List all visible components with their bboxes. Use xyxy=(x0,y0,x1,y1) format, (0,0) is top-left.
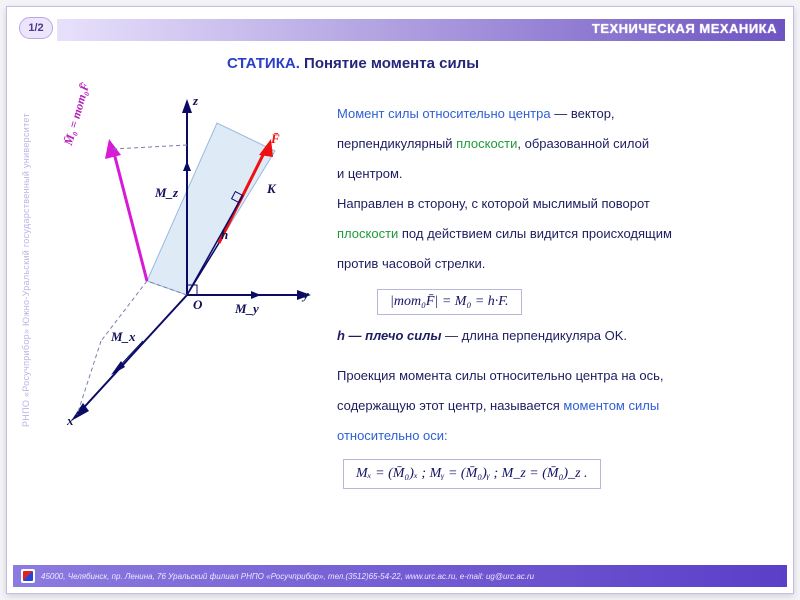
axis-x-label: x xyxy=(67,413,74,429)
text: содержащую этот центр, называется xyxy=(337,398,563,413)
text: , образованной силой xyxy=(517,136,649,151)
page-indicator: 1/2 xyxy=(19,17,53,39)
header-title: ТЕХНИЧЕСКАЯ МЕХАНИКА xyxy=(592,21,777,36)
para-6: против часовой стрелки. xyxy=(337,251,769,277)
text: под действием силы видится происходящим xyxy=(398,226,672,241)
para-1: Момент силы относительно центра — вектор… xyxy=(337,101,769,127)
h-term: h — плечо силы xyxy=(337,328,441,343)
moment-diagram: z y x O F̄ M̄₀ = mom₀F̄ K h M_z M_y M_x xyxy=(47,85,327,435)
axis-z-label: z xyxy=(193,93,198,109)
term-moment: Момент силы относительно центра xyxy=(337,106,551,121)
para-5: плоскости под действием силы видится про… xyxy=(337,221,769,247)
term-plane-2: плоскости xyxy=(337,226,398,241)
point-k-label: K xyxy=(267,181,276,197)
mz-label: M_z xyxy=(155,185,178,201)
footer-logo-icon xyxy=(21,569,35,583)
para-3: и центром. xyxy=(337,161,769,187)
vector-f-label: F̄ xyxy=(271,131,280,147)
projection-line2: содержащую этот центр, называется момент… xyxy=(337,393,769,419)
footer-bar: 45000, Челябинск, пр. Ленина, 76 Уральск… xyxy=(13,565,787,587)
diagram-svg xyxy=(47,85,327,435)
axis-y-label: y xyxy=(303,287,309,303)
text: — длина перпендикуляра OK. xyxy=(441,328,627,343)
origin-label: O xyxy=(193,297,202,313)
my-label: M_y xyxy=(235,301,259,317)
formula-moment-magnitude: |mom₀F̄| = M₀ = h·F. xyxy=(377,289,522,315)
page-subtitle: СТАТИКА. Понятие момента силы xyxy=(227,55,479,72)
para-4: Направлен в сторону, с которой мыслимый … xyxy=(337,191,769,217)
para-2: перпендикулярный плоскости, образованной… xyxy=(337,131,769,157)
projection-line3: относительно оси: xyxy=(337,423,769,449)
footer-text: 45000, Челябинск, пр. Ленина, 76 Уральск… xyxy=(41,572,534,581)
text: — вектор, xyxy=(551,106,615,121)
subtitle-statics: СТАТИКА. xyxy=(227,55,300,72)
h-label: h xyxy=(221,227,228,243)
term-plane: плоскости xyxy=(456,136,517,151)
sidebar-credit: РНПО «Росучприбор» Южно-Уральский госуда… xyxy=(21,113,31,427)
content-region: Момент силы относительно центра — вектор… xyxy=(337,101,769,489)
term-axis-rel: относительно оси: xyxy=(337,428,448,443)
slide: 1/2 ТЕХНИЧЕСКАЯ МЕХАНИКА СТАТИКА. Поняти… xyxy=(6,6,794,594)
term-moment-axis: моментом силы xyxy=(563,398,659,413)
text: перпендикулярный xyxy=(337,136,456,151)
mx-label: M_x xyxy=(111,329,136,345)
formula-projections: Mₓ = (M̄₀)ₓ ; Mᵧ = (M̄₀)ᵧ ; M_z = (M̄₀)_… xyxy=(343,459,601,489)
projection-line1: Проекция момента силы относительно центр… xyxy=(337,363,769,389)
h-definition: h — плечо силы — длина перпендикуляра OK… xyxy=(337,323,769,349)
subtitle-rest: Понятие момента силы xyxy=(304,55,479,72)
